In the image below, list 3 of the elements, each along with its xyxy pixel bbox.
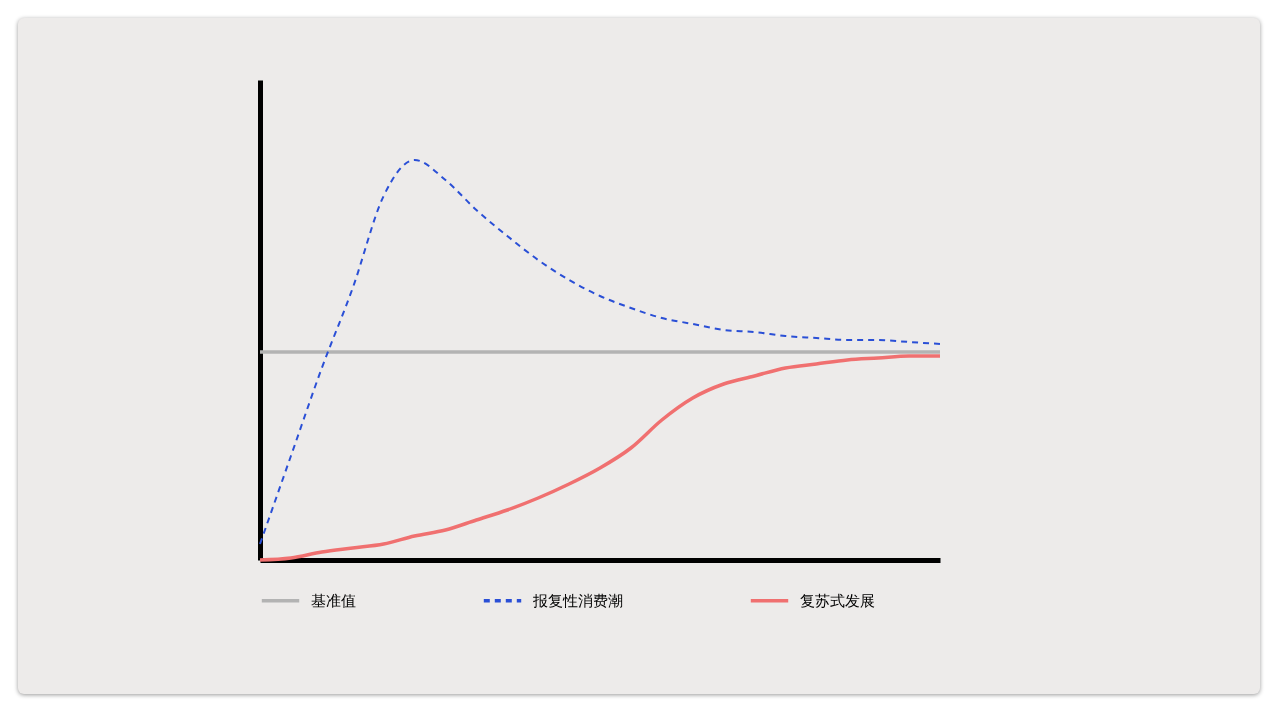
legend-label: 基准值 [311, 591, 356, 610]
legend-label: 报复性消费潮 [532, 591, 623, 610]
legend-label: 复苏式发展 [800, 591, 875, 610]
